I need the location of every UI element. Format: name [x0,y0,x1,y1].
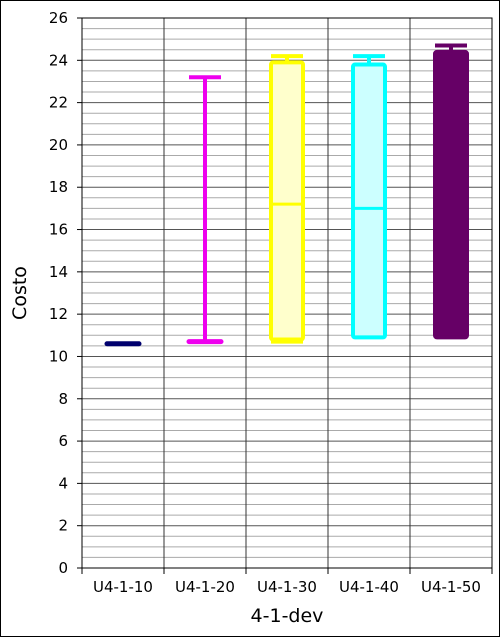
y-tick-label: 14 [49,263,68,281]
box-series [107,46,467,344]
box-U4-1-50 [435,46,467,338]
y-axis-label: Costo [9,266,31,320]
y-tick-label: 2 [58,517,68,535]
box-body [271,62,303,339]
box-U4-1-30 [271,56,303,342]
y-tick-label: 10 [49,347,68,365]
box-U4-1-40 [353,56,385,337]
y-tick-label: 8 [58,390,68,408]
x-tick-label: U4-1-10 [93,578,153,596]
x-tick-label: U4-1-40 [339,578,399,596]
y-tick-label: 24 [49,51,68,69]
y-tick-label: 16 [49,221,68,239]
x-axis-ticks: U4-1-10 U4-1-20 U4-1-30 U4-1-40 U4-1-50 [82,568,492,596]
y-tick-label: 20 [49,136,68,154]
x-tick-label: U4-1-30 [257,578,317,596]
x-axis-label: 4-1-dev [251,605,324,627]
x-tick-label: U4-1-50 [421,578,481,596]
box-body [353,65,385,338]
y-tick-label: 12 [49,305,68,323]
y-tick-label: 4 [58,474,68,492]
y-tick-label: 22 [49,94,68,112]
y-tick-label: 26 [49,9,68,27]
box-body [435,52,467,338]
y-tick-label: 18 [49,178,68,196]
y-tick-label: 0 [58,559,68,577]
x-tick-label: U4-1-20 [175,578,235,596]
y-tick-label: 6 [58,432,68,450]
box-U4-1-20 [189,77,221,341]
